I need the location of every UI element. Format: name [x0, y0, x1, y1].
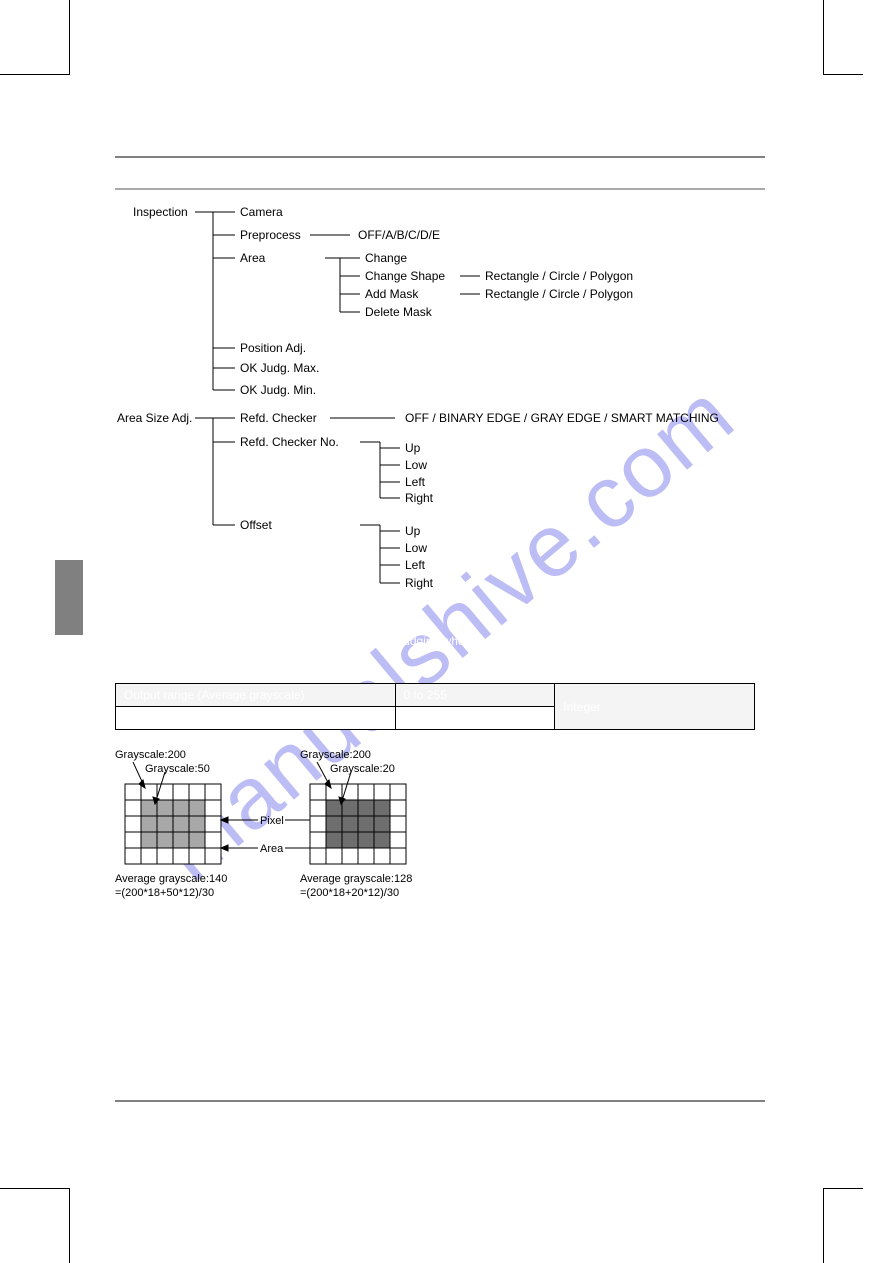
tree-area-delete-mask: Delete Mask	[365, 305, 433, 319]
crop-mark-tr	[823, 0, 863, 75]
table-r2c2: 0 to 245760 (640 × 384)	[395, 707, 555, 730]
fig-pixel-label: Pixel	[260, 815, 284, 827]
tree-ok-judg-max: OK Judg. Max.	[240, 361, 319, 375]
tree-position-adj: Position Adj.	[240, 341, 306, 355]
crop-mark-br	[823, 1188, 863, 1263]
grayscale-example-figure: Grayscale:200 Grayscale:50 Grayscale:200…	[115, 748, 455, 908]
footer-rule	[115, 1100, 765, 1102]
fig-area-label: Area	[260, 843, 284, 855]
table-r1c1: Output range (Average grayscale)	[116, 684, 396, 707]
fig-gs200-r: Grayscale:200	[300, 749, 371, 761]
tree-off-low: Low	[405, 541, 427, 555]
crop-mark-bl	[0, 1188, 70, 1263]
fig-gs200-l: Grayscale:200	[115, 749, 186, 761]
setting-heading: Setting Maximum/Minimum of Output	[115, 662, 765, 677]
what-is-heading: What is Gray Window	[115, 610, 765, 628]
tree-off-left: Left	[405, 558, 426, 572]
tree-no-low: Low	[405, 458, 427, 472]
tree-area-change-shape-opts: Rectangle / Circle / Polygon	[485, 269, 633, 283]
tree-ok-judg-min: OK Judg. Min.	[240, 383, 316, 397]
table-r1c2: 0 to 255	[395, 684, 555, 707]
fig-avg2a: Average grayscale:128	[300, 873, 412, 885]
tree-off-right: Right	[405, 576, 434, 590]
tree-area: Area	[240, 251, 266, 265]
heading-rule	[115, 156, 765, 158]
tree-preprocess: Preprocess	[240, 228, 301, 242]
section-heading: 4.7 Gray Window	[115, 130, 765, 148]
tree-inspection: Inspection	[133, 205, 188, 219]
fig-gs50: Grayscale:50	[145, 763, 210, 775]
fig-gs20: Grayscale:20	[330, 763, 395, 775]
tree-off-up: Up	[405, 524, 421, 538]
table-r1c3: Integer	[555, 684, 755, 730]
tree-offset: Offset	[240, 518, 272, 532]
tree-refd-checker-opts: OFF / BINARY EDGE / GRAY EDGE / SMART MA…	[405, 411, 719, 425]
output-range-table: Output range (Average grayscale) 0 to 25…	[115, 683, 755, 730]
tree-area-add-mask: Add Mask	[365, 287, 419, 301]
crop-mark-tl	[0, 0, 70, 75]
page-number: 4-36	[115, 1110, 139, 1124]
tree-refd-checker-no: Refd. Checker No.	[240, 435, 339, 449]
fig-avg1a: Average grayscale:140	[115, 873, 227, 885]
tree-refd-checker: Refd. Checker	[240, 411, 317, 425]
fig-avg2b: =(200*18+20*12)/30	[300, 887, 399, 899]
tree-no-right: Right	[405, 491, 434, 505]
what-is-description: Calculating an average grayscale within …	[115, 634, 765, 648]
tree-no-up: Up	[405, 441, 421, 455]
fig-avg1b: =(200*18+50*12)/30	[115, 887, 214, 899]
tree-preprocess-opts: OFF/A/B/C/D/E	[358, 228, 440, 242]
tree-area-add-mask-opts: Rectangle / Circle / Polygon	[485, 287, 633, 301]
tree-no-left: Left	[405, 475, 426, 489]
chapter-side-tab	[55, 560, 83, 635]
tree-area-change-shape: Change Shape	[365, 269, 445, 283]
subsection-heading: Gray Window Menu	[115, 166, 765, 182]
tree-camera: Camera	[240, 205, 283, 219]
menu-tree-diagram: Inspection Camera Preprocess OFF/A/B/C/D…	[115, 200, 765, 590]
table-r2c1: Output range (Area)	[116, 707, 396, 730]
subheading-rule	[115, 188, 765, 190]
tree-area-size-adj: Area Size Adj.	[117, 411, 192, 425]
tree-area-change: Change	[365, 251, 407, 265]
